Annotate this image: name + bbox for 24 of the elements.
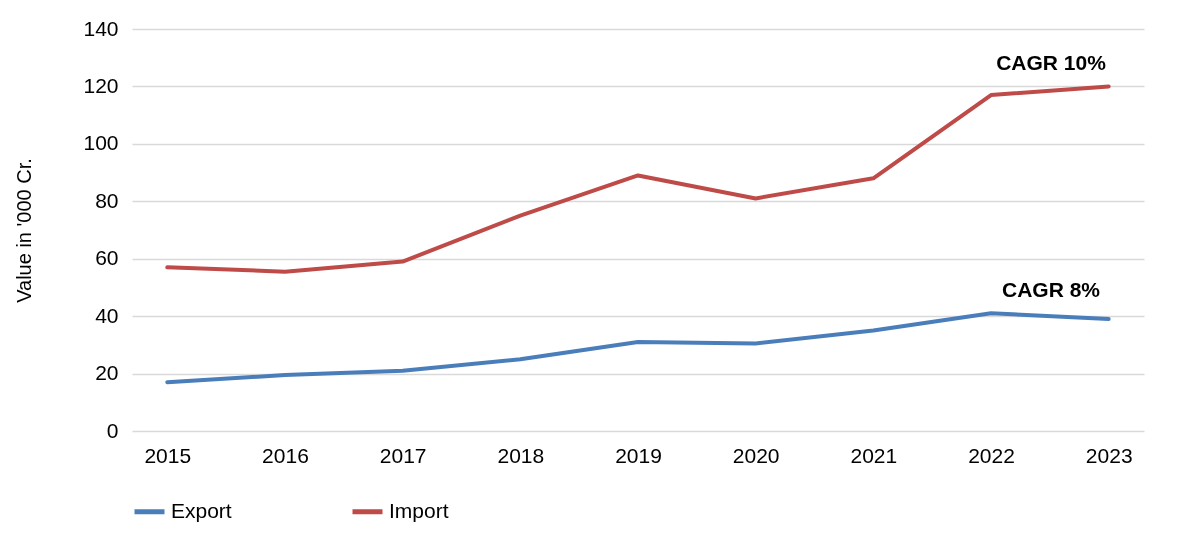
y-tick-label: 40	[95, 303, 119, 327]
y-tick-label: 80	[95, 188, 119, 212]
x-tick-label: 2021	[850, 443, 898, 467]
x-tick-label: 2020	[732, 443, 780, 467]
y-axis-title: Value in '000 Cr.	[13, 158, 36, 303]
annotation: CAGR 10%	[996, 51, 1107, 75]
legend-label: Import	[389, 498, 449, 522]
x-tick-label: 2015	[144, 443, 192, 467]
x-tick-label: 2016	[262, 443, 309, 467]
x-tick-label: 2019	[615, 443, 662, 467]
legend-label: Export	[171, 498, 232, 522]
line-series	[165, 311, 1111, 385]
x-tick-label: 2018	[497, 443, 545, 467]
line-series	[165, 84, 1111, 274]
y-tick-label: 60	[95, 246, 119, 270]
y-tick-label: 0	[106, 418, 119, 442]
x-tick-label: 2017	[379, 443, 427, 467]
y-tick-label: 140	[83, 16, 119, 40]
annotation: CAGR 8%	[1002, 278, 1101, 302]
x-tick-label: 2023	[1085, 443, 1133, 467]
y-tick-label: 100	[83, 131, 119, 155]
y-tick-label: 120	[83, 73, 119, 97]
y-tick-label: 20	[95, 361, 119, 385]
x-tick-label: 2022	[968, 443, 1015, 467]
